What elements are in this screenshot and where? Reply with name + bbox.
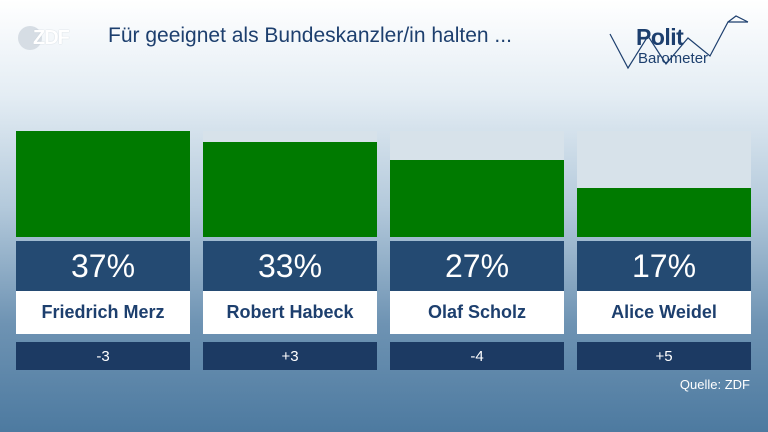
data-label: 27% (390, 241, 564, 291)
bar (203, 142, 377, 237)
bar (16, 131, 190, 237)
change-label: -4 (390, 342, 564, 370)
data-label: 33% (203, 241, 377, 291)
politbarometer-logo: Polit Barometer (606, 14, 754, 74)
politbarometer-logo-line1: Polit (636, 24, 684, 50)
politbarometer-logo-line2: Barometer (638, 50, 709, 67)
data-label: 37% (16, 241, 190, 291)
data-label: 17% (577, 241, 751, 291)
chart-title: Für geeignet als Bundeskanzler/in halten… (108, 24, 512, 47)
category-label: Olaf Scholz (390, 291, 564, 334)
zdf-logo: ZDF (18, 24, 78, 52)
bar (577, 188, 751, 237)
category-label: Friedrich Merz (16, 291, 190, 334)
source-label: Quelle: ZDF (679, 377, 750, 392)
politbarometer-zigzag-icon (609, 15, 749, 70)
category-label: Alice Weidel (577, 291, 751, 334)
change-label: +5 (577, 342, 751, 370)
change-label: -3 (16, 342, 190, 370)
zdf-logo-circle (18, 26, 42, 50)
category-label: Robert Habeck (203, 291, 377, 334)
bar (390, 160, 564, 237)
zdf-logo-text: ZDF (33, 27, 70, 49)
change-label: +3 (203, 342, 377, 370)
